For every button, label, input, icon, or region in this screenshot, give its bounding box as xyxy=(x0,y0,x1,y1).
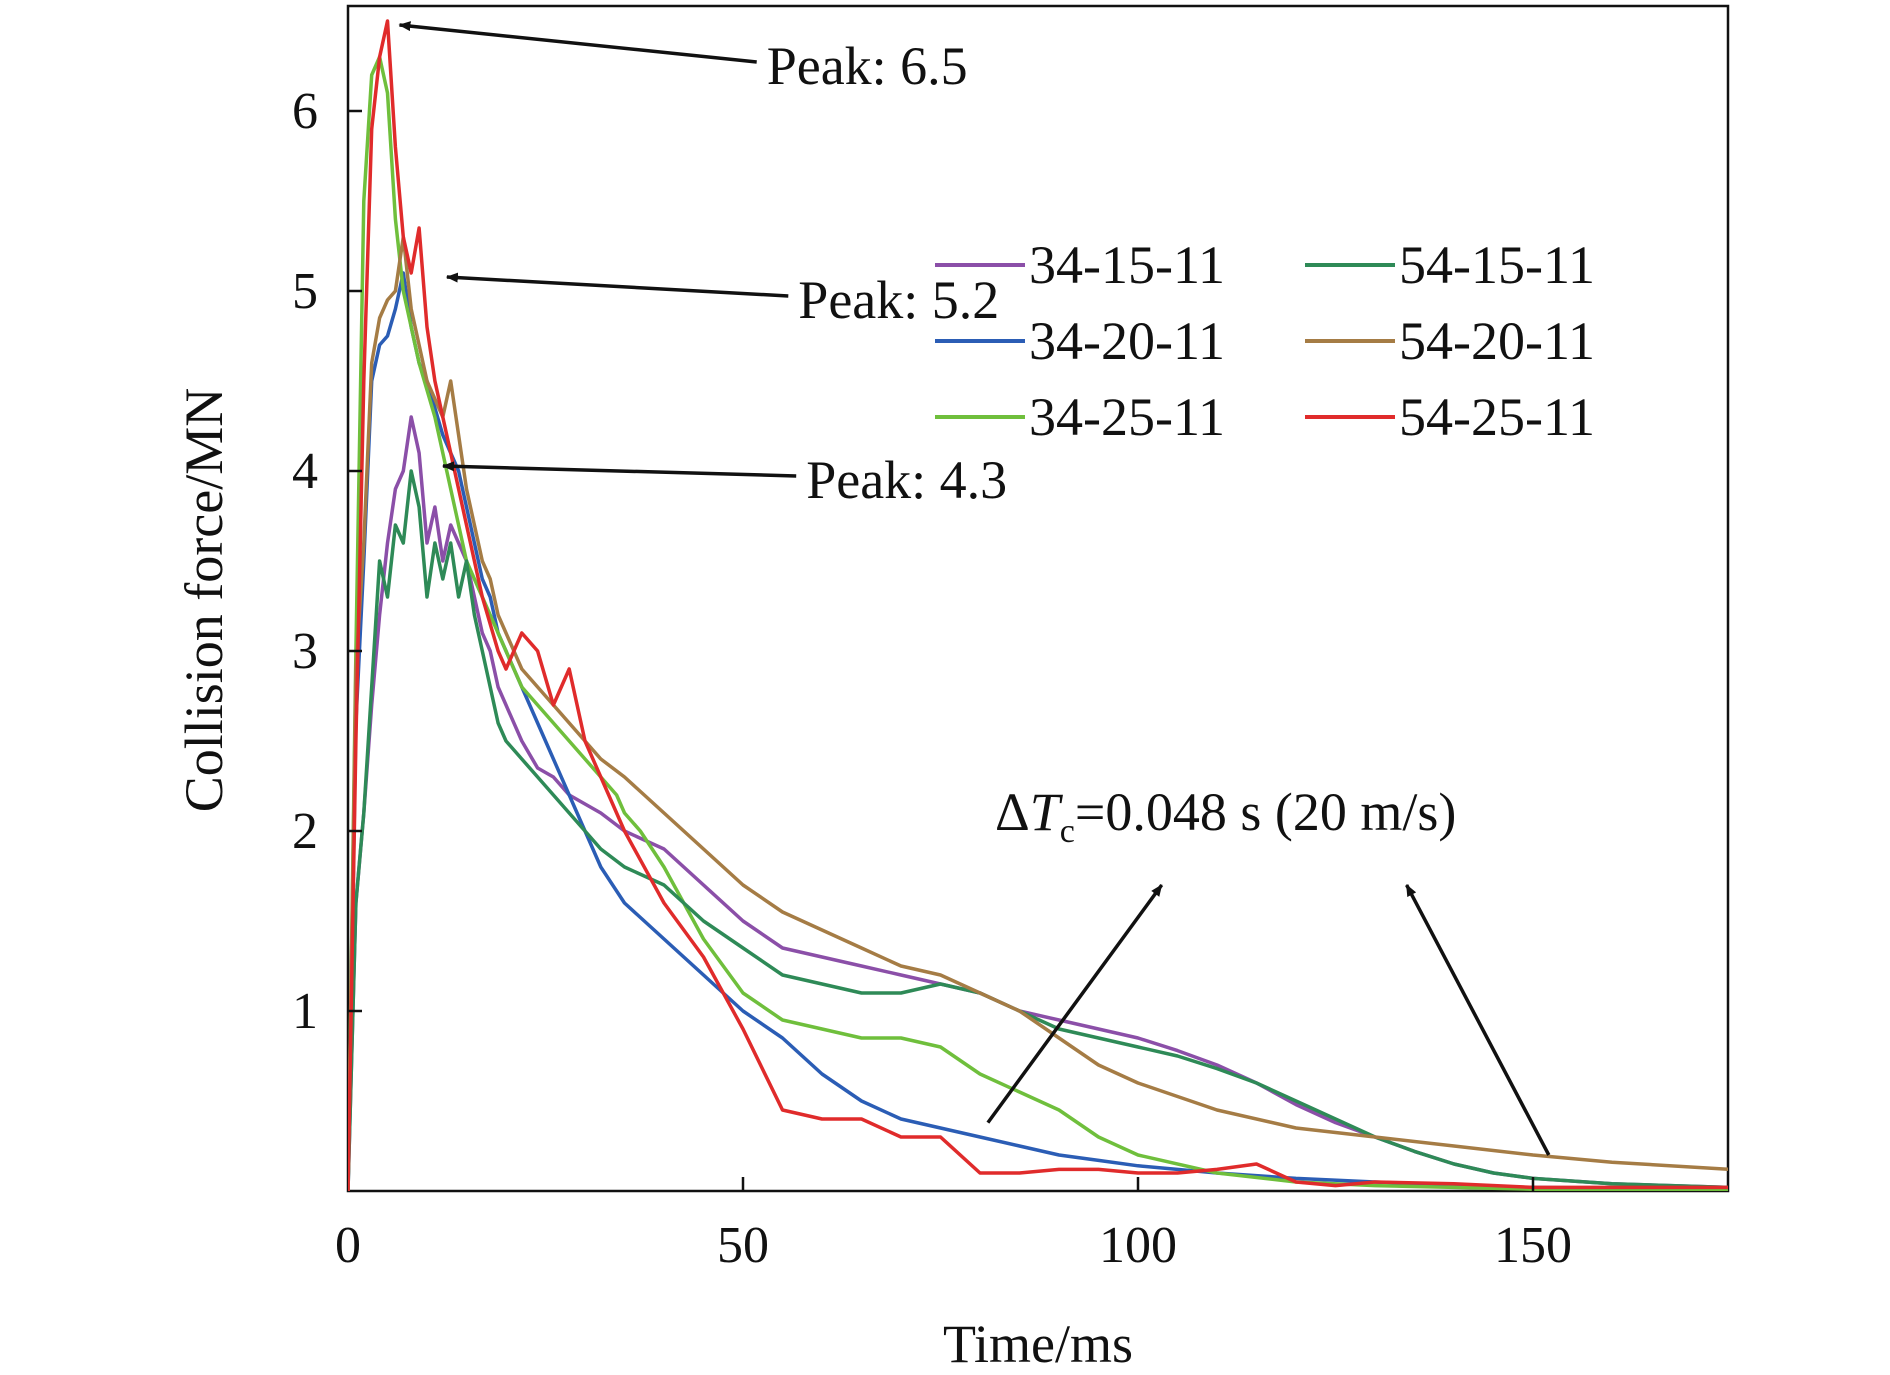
delta-annotation-text: ΔTc=0.048 s (20 m/s) xyxy=(995,782,1456,850)
series-line-54-15-11 xyxy=(348,469,1728,1191)
delta-annotation: ΔTc=0.048 s (20 m/s) xyxy=(995,782,1456,850)
legend: 34-15-11 34-20-11 34-25-11 54-15-11 54-20-11… xyxy=(935,235,1595,447)
y-tick-label-1: 1 xyxy=(292,983,318,1040)
ticks-layer: 0 50 100 150 1 2 3 4 5 6 xyxy=(292,83,1572,1274)
x-tick-label-150: 150 xyxy=(1494,1217,1572,1274)
delta-symbol: Δ xyxy=(995,782,1030,842)
legend-label-54-15-11: 54-15-11 xyxy=(1399,235,1595,295)
peak-arrow-2 xyxy=(445,272,789,298)
peak-arrow-1 xyxy=(398,21,757,64)
y-tick-label-5: 5 xyxy=(292,263,318,320)
annotations-layer: Peak: 6.5 Peak: 5.2 Peak: 4.3 xyxy=(398,21,1551,1156)
x-tick-label-0: 0 xyxy=(335,1217,361,1274)
x-tick-label-50: 50 xyxy=(717,1217,769,1274)
y-tick-label-3: 3 xyxy=(292,623,318,680)
series-line-54-20-11 xyxy=(348,235,1728,1191)
legend-label-34-15-11: 34-15-11 xyxy=(1029,235,1225,295)
legend-label-34-20-11: 34-20-11 xyxy=(1029,311,1225,371)
legend-label-54-20-11: 54-20-11 xyxy=(1399,311,1595,371)
y-axis-label: Collision force/MN xyxy=(174,388,234,812)
legend-label-54-25-11: 54-25-11 xyxy=(1399,387,1595,447)
delta-subscript: c xyxy=(1060,813,1075,850)
series-line-34-25-11 xyxy=(348,55,1728,1191)
delta-arrow-1 xyxy=(986,883,1164,1124)
y-tick-label-4: 4 xyxy=(292,443,318,500)
peak-label-2: Peak: 5.2 xyxy=(798,270,999,330)
x-axis-label: Time/ms xyxy=(943,1314,1133,1374)
delta-variable: T xyxy=(1030,782,1064,842)
series-layer xyxy=(348,19,1728,1191)
plot-frame xyxy=(346,4,1730,1193)
y-tick-label-2: 2 xyxy=(292,803,318,860)
y-tick-label-6: 6 xyxy=(292,83,318,140)
delta-value: =0.048 s (20 m/s) xyxy=(1075,782,1456,842)
delta-arrow-2 xyxy=(1405,884,1551,1156)
peak-label-3: Peak: 4.3 xyxy=(806,450,1007,510)
legend-label-34-25-11: 34-25-11 xyxy=(1029,387,1225,447)
x-tick-label-100: 100 xyxy=(1099,1217,1177,1274)
plot-area xyxy=(348,19,1728,1191)
peak-label-1: Peak: 6.5 xyxy=(767,36,968,96)
peak-arrow-3 xyxy=(441,461,797,478)
series-line-54-25-11 xyxy=(348,19,1728,1191)
